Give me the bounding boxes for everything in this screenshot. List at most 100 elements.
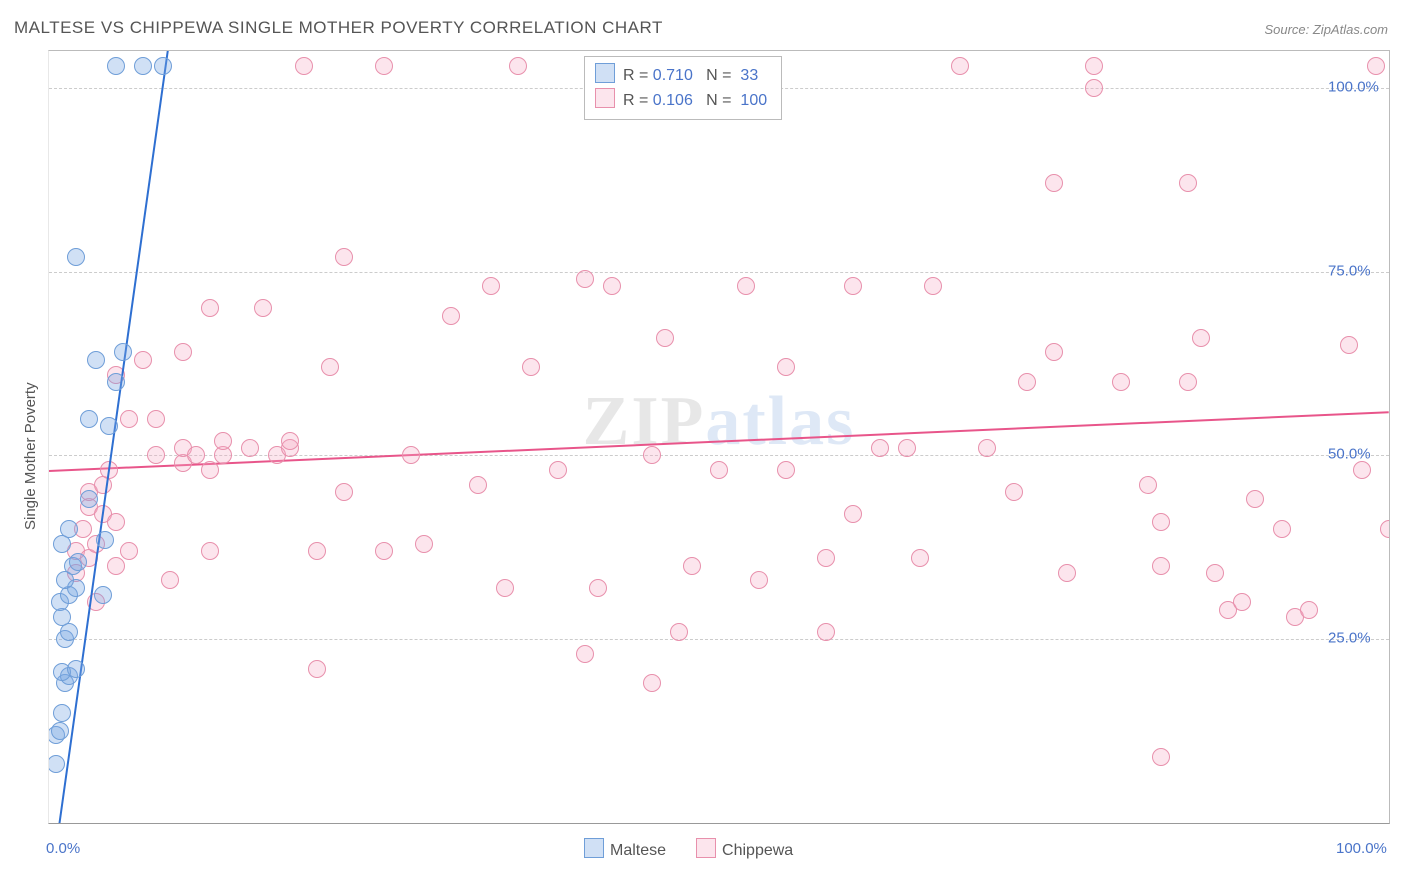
data-point xyxy=(60,520,78,538)
data-point xyxy=(576,645,594,663)
x-tick xyxy=(217,823,218,824)
legend-item: Maltese xyxy=(584,842,666,859)
x-tick xyxy=(384,823,385,824)
data-point xyxy=(154,57,172,75)
data-point xyxy=(576,270,594,288)
data-point xyxy=(683,557,701,575)
data-point xyxy=(656,329,674,347)
data-point xyxy=(777,358,795,376)
data-point xyxy=(295,57,313,75)
data-point xyxy=(924,277,942,295)
gridline xyxy=(49,272,1389,273)
source-attribution: Source: ZipAtlas.com xyxy=(1264,22,1388,37)
r-label: R = xyxy=(623,92,653,109)
data-point xyxy=(898,439,916,457)
data-point xyxy=(107,373,125,391)
data-point xyxy=(1246,490,1264,508)
data-point xyxy=(147,446,165,464)
data-point xyxy=(375,57,393,75)
data-point xyxy=(107,513,125,531)
data-point xyxy=(1018,373,1036,391)
legend-label: Maltese xyxy=(610,842,666,859)
data-point xyxy=(670,623,688,641)
data-point xyxy=(1206,564,1224,582)
data-point xyxy=(80,410,98,428)
stats-row: R = 0.710 N = 33 xyxy=(595,63,767,88)
data-point xyxy=(1152,748,1170,766)
data-point xyxy=(48,755,65,773)
y-axis-label: Single Mother Poverty xyxy=(22,382,39,530)
data-point xyxy=(777,461,795,479)
data-point xyxy=(134,57,152,75)
n-label: N = xyxy=(693,67,741,84)
data-point xyxy=(402,446,420,464)
data-point xyxy=(1179,174,1197,192)
watermark-part1: ZIP xyxy=(583,383,706,460)
data-point xyxy=(1273,520,1291,538)
x-tick xyxy=(49,823,50,824)
data-point xyxy=(107,557,125,575)
data-point xyxy=(1085,57,1103,75)
data-point xyxy=(51,722,69,740)
data-point xyxy=(94,586,112,604)
data-point xyxy=(1085,79,1103,97)
data-point xyxy=(1340,336,1358,354)
data-point xyxy=(1112,373,1130,391)
x-max-label: 100.0% xyxy=(1336,840,1387,857)
data-point xyxy=(482,277,500,295)
data-point xyxy=(114,343,132,361)
gridline xyxy=(49,639,1389,640)
data-point xyxy=(100,417,118,435)
data-point xyxy=(254,299,272,317)
legend-swatch xyxy=(595,88,615,108)
data-point xyxy=(107,57,125,75)
n-label: N = xyxy=(693,92,741,109)
r-value: 0.710 xyxy=(653,67,693,84)
x-tick xyxy=(1222,823,1223,824)
data-point xyxy=(67,248,85,266)
y-tick-label: 100.0% xyxy=(1328,78,1379,95)
data-point xyxy=(469,476,487,494)
data-point xyxy=(375,542,393,560)
stats-row: R = 0.106 N = 100 xyxy=(595,88,767,113)
data-point xyxy=(549,461,567,479)
x-tick xyxy=(719,823,720,824)
data-point xyxy=(643,674,661,692)
data-point xyxy=(522,358,540,376)
data-point xyxy=(1045,343,1063,361)
data-point xyxy=(201,299,219,317)
data-point xyxy=(1152,557,1170,575)
n-value: 100 xyxy=(740,92,767,109)
data-point xyxy=(1380,520,1390,538)
data-point xyxy=(1367,57,1385,75)
r-value: 0.106 xyxy=(653,92,693,109)
data-point xyxy=(710,461,728,479)
n-value: 33 xyxy=(740,67,758,84)
data-point xyxy=(871,439,889,457)
data-point xyxy=(1058,564,1076,582)
y-tick-label: 75.0% xyxy=(1328,262,1371,279)
data-point xyxy=(1005,483,1023,501)
data-point xyxy=(321,358,339,376)
data-point xyxy=(1192,329,1210,347)
data-point xyxy=(201,542,219,560)
data-point xyxy=(174,343,192,361)
x-tick xyxy=(887,823,888,824)
data-point xyxy=(147,410,165,428)
data-point xyxy=(911,549,929,567)
data-point xyxy=(308,660,326,678)
data-point xyxy=(978,439,996,457)
data-point xyxy=(80,490,98,508)
correlation-stats-legend: R = 0.710 N = 33R = 0.106 N = 100 xyxy=(584,56,782,120)
data-point xyxy=(1045,174,1063,192)
legend-swatch xyxy=(584,838,604,858)
data-point xyxy=(951,57,969,75)
x-tick xyxy=(1054,823,1055,824)
data-point xyxy=(214,432,232,450)
series-legend: MalteseChippewa xyxy=(584,838,823,860)
data-point xyxy=(120,542,138,560)
x-tick xyxy=(552,823,553,824)
data-point xyxy=(1152,513,1170,531)
watermark: ZIPatlas xyxy=(583,382,856,462)
data-point xyxy=(817,549,835,567)
